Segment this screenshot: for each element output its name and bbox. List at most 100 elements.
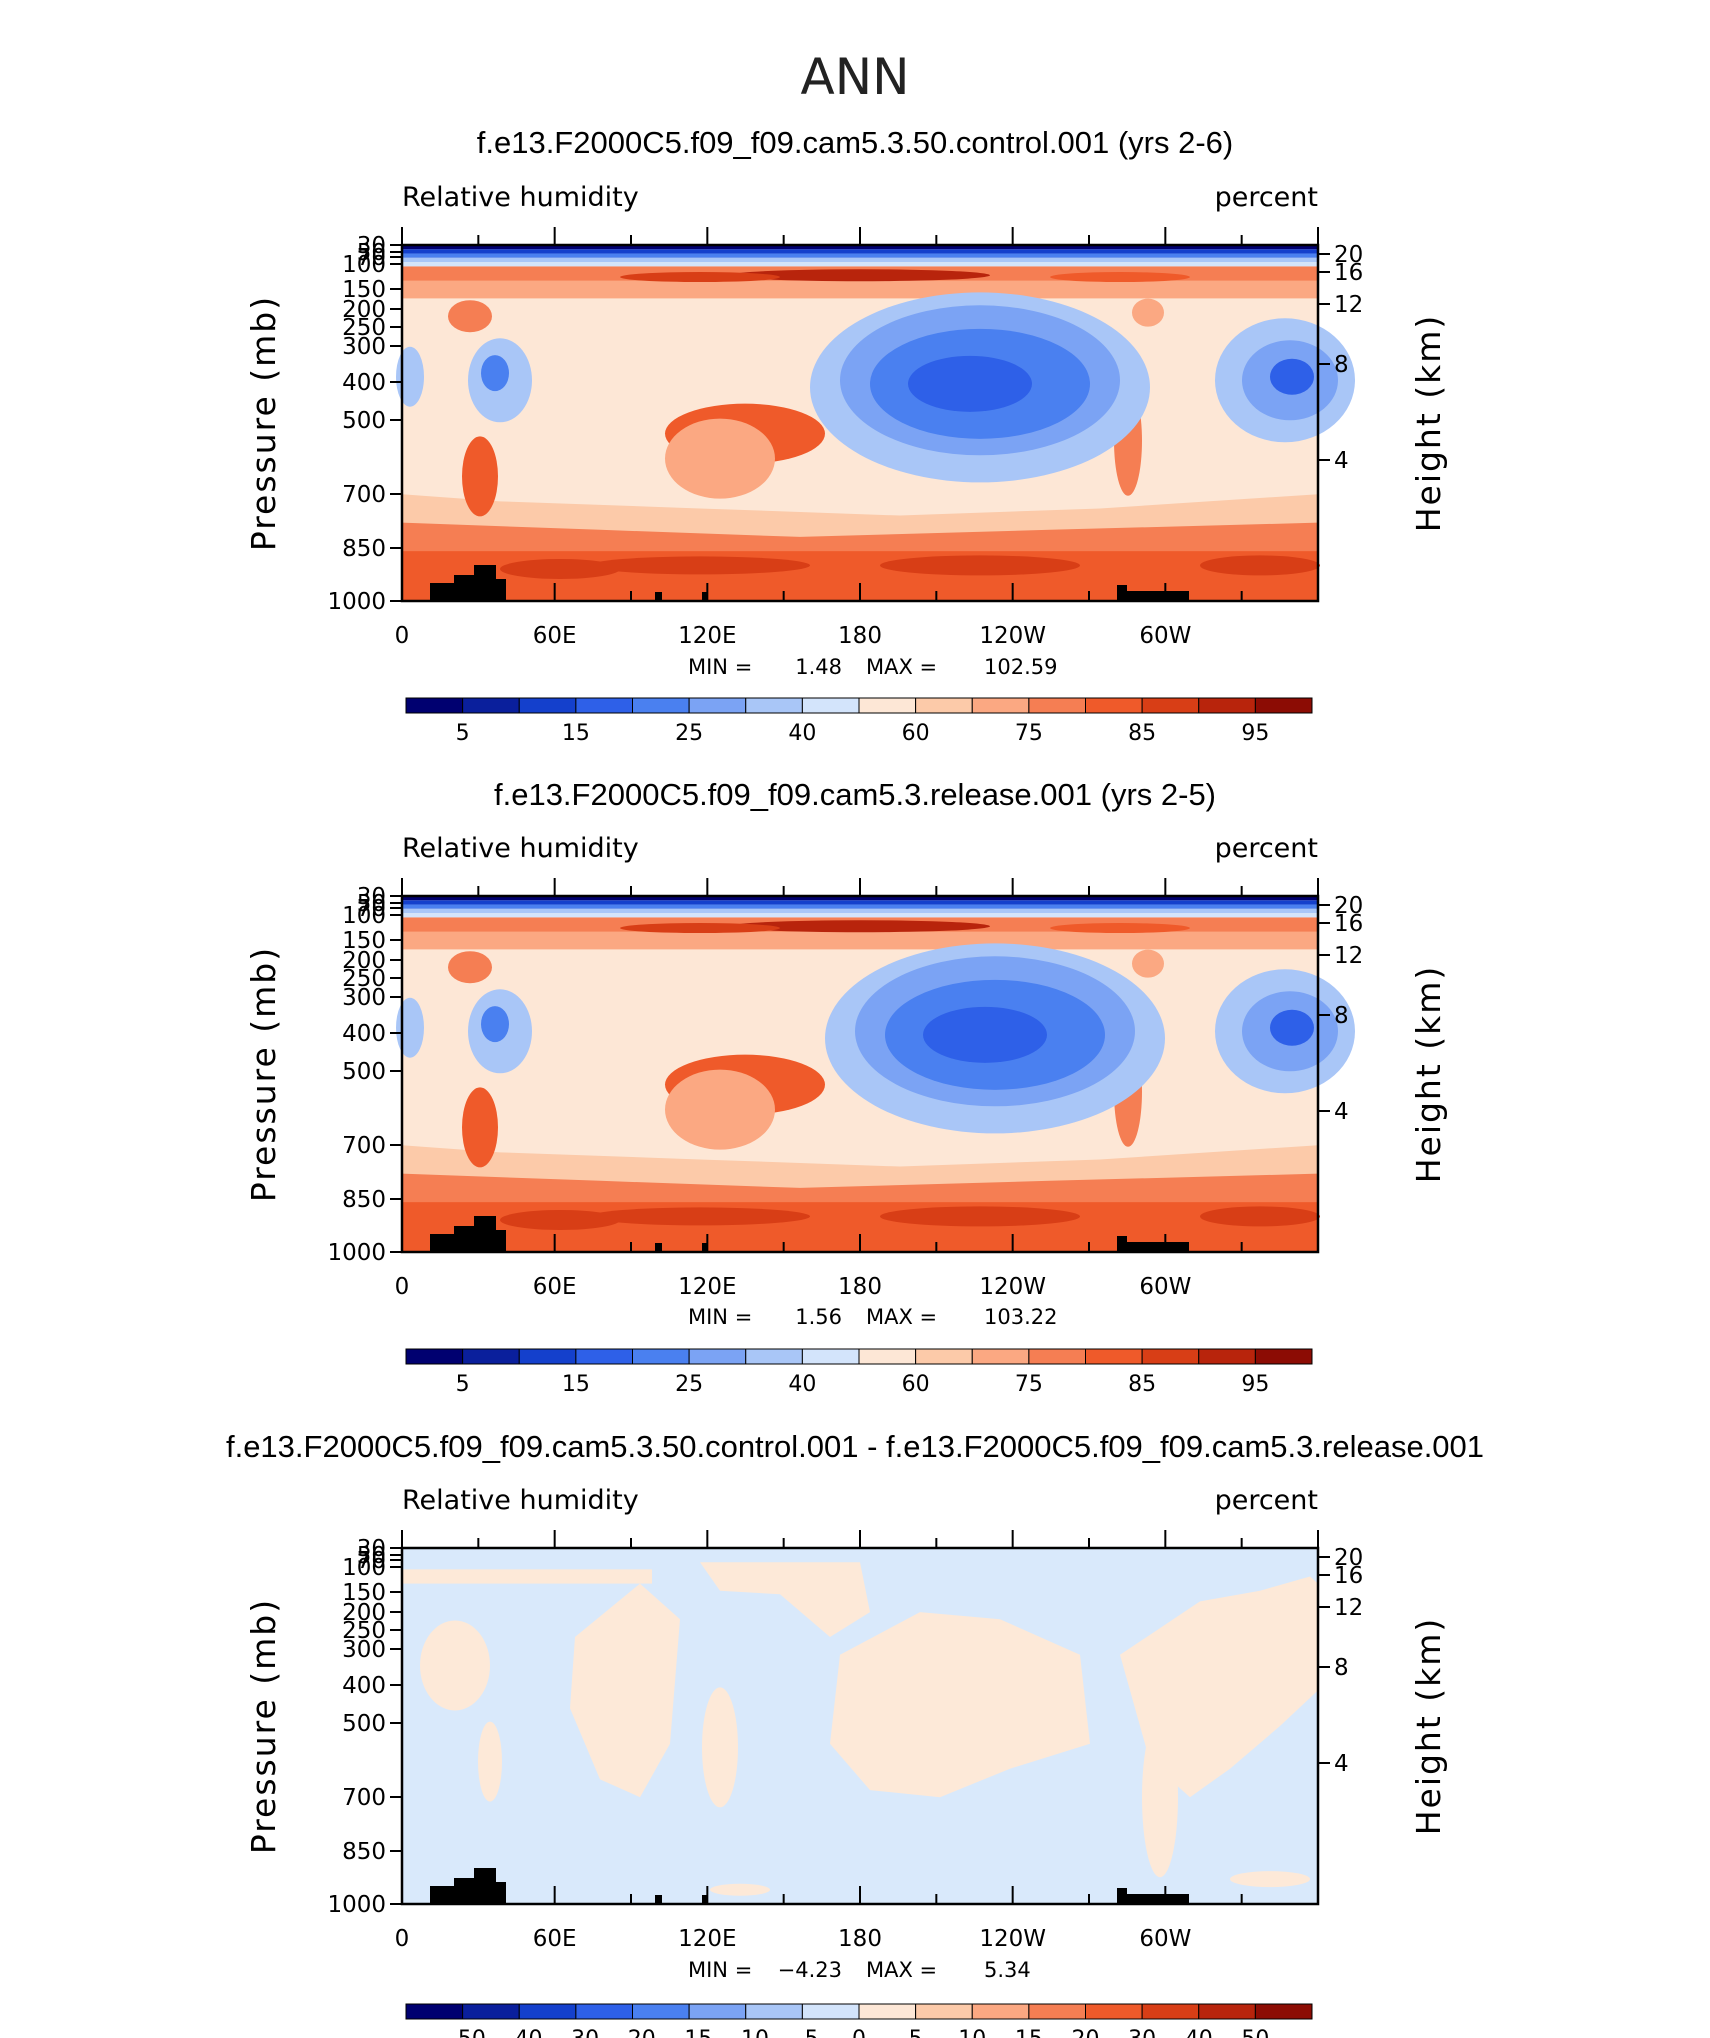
x-tick-label: 180 xyxy=(838,623,882,649)
y-tick-label: 1000 xyxy=(327,1892,386,1918)
y-right-tick-label: 20 xyxy=(1334,1545,1363,1571)
y-tick-label: 700 xyxy=(342,482,386,508)
units-label: percent xyxy=(1215,1485,1318,1516)
contour-region xyxy=(1200,555,1320,576)
chart-panel-2: f.e13.F2000C5.f09_f09.cam5.3.release.001… xyxy=(244,777,1448,1397)
x-tick-label: 60E xyxy=(533,1274,577,1300)
contour-region xyxy=(402,253,1318,258)
terrain xyxy=(430,1886,454,1904)
colorbar-swatch xyxy=(518,2003,577,2020)
contour-field xyxy=(402,1548,1318,1904)
x-tick-label: 0 xyxy=(395,1926,410,1952)
contour-region xyxy=(1230,1871,1310,1888)
min-label: MIN = xyxy=(688,655,752,679)
colorbar-swatch xyxy=(858,1348,917,1365)
contour-field xyxy=(396,245,1355,601)
colorbar-swatch xyxy=(1198,697,1256,714)
x-tick-label: 180 xyxy=(838,1926,882,1952)
terrain xyxy=(1117,585,1127,601)
colorbar-swatch xyxy=(858,2003,917,2020)
colorbar-label: −30 xyxy=(553,2027,599,2038)
contour-region xyxy=(590,1207,810,1226)
contour-region xyxy=(448,300,492,333)
terrain xyxy=(702,592,708,601)
contour-region xyxy=(570,1583,680,1798)
contour-region xyxy=(1200,1206,1320,1227)
colorbar-swatch xyxy=(801,697,860,714)
x-tick-label: 120W xyxy=(979,1274,1046,1300)
contour-region xyxy=(702,1687,738,1808)
colorbar-swatch xyxy=(1085,697,1143,714)
contour-region xyxy=(402,249,1318,254)
contour-region xyxy=(620,272,780,283)
colorbar-swatch xyxy=(801,1348,860,1365)
colorbar-label: 10 xyxy=(958,2027,986,2038)
y-tick-label: 700 xyxy=(342,1785,386,1811)
contour-region xyxy=(481,355,509,392)
terrain xyxy=(430,1234,454,1252)
y-tick-label: 70 xyxy=(357,1548,386,1574)
colorbar-label: 40 xyxy=(788,1372,816,1397)
colorbar-label: 25 xyxy=(675,1372,703,1397)
terrain xyxy=(655,1243,662,1252)
y-tick-label: 300 xyxy=(342,985,386,1011)
colorbar-swatch xyxy=(1141,2003,1200,2020)
colorbar-swatch xyxy=(915,1348,973,1365)
colorbar-swatch xyxy=(1254,1348,1313,1365)
contour-region xyxy=(1050,272,1190,283)
y-right-tick-label: 4 xyxy=(1334,1099,1349,1125)
panel-title: f.e13.F2000C5.f09_f09.cam5.3.50.control.… xyxy=(226,1429,1484,1464)
contour-region xyxy=(500,558,620,579)
contour-region xyxy=(402,280,1318,299)
contour-region xyxy=(402,931,1318,950)
colorbar-swatch xyxy=(575,697,633,714)
terrain xyxy=(430,583,454,601)
y-axis-title: Pressure (mb) xyxy=(244,946,283,1202)
colorbar-swatch xyxy=(1028,2003,1086,2020)
panel-title: f.e13.F2000C5.f09_f09.cam5.3.50.control.… xyxy=(477,125,1234,160)
colorbar-swatch xyxy=(575,1348,633,1365)
y-right-tick-label: 4 xyxy=(1334,1751,1349,1777)
colorbar-swatch xyxy=(801,2003,860,2020)
contour-region xyxy=(880,555,1080,576)
y-tick-label: 100 xyxy=(342,903,386,929)
contour-region xyxy=(730,269,990,282)
y-tick-label: 50 xyxy=(357,1543,386,1569)
max-value: 102.59 xyxy=(984,655,1057,679)
x-tick-label: 60W xyxy=(1139,1274,1191,1300)
colorbar-swatch xyxy=(632,697,690,714)
y-tick-label: 100 xyxy=(342,1555,386,1581)
y-tick-label: 200 xyxy=(342,297,386,323)
min-value: −4.23 xyxy=(778,1958,842,1982)
terrain xyxy=(454,1878,474,1904)
units-label: percent xyxy=(1215,182,1318,213)
contour-region xyxy=(462,1087,498,1168)
max-label: MAX = xyxy=(866,655,937,679)
contour-region xyxy=(402,913,1318,918)
x-tick-label: 120W xyxy=(979,623,1046,649)
colorbar-swatch xyxy=(462,1348,520,1365)
colorbar-label: −20 xyxy=(609,2027,655,2038)
contour-region xyxy=(402,904,1318,909)
colorbar-label: −15 xyxy=(666,2027,712,2038)
colorbar-label: 40 xyxy=(788,721,816,746)
colorbar-label: −40 xyxy=(496,2027,542,2038)
x-tick-label: 120E xyxy=(678,1926,736,1952)
units-label: percent xyxy=(1215,833,1318,864)
colorbar-swatch xyxy=(858,697,917,714)
y-right-tick-label: 16 xyxy=(1334,911,1363,937)
contour-region xyxy=(1120,1576,1318,1798)
x-tick-label: 120E xyxy=(678,1274,736,1300)
colorbar-swatch xyxy=(575,2003,633,2020)
colorbar-label: 5 xyxy=(909,2027,923,2038)
y-tick-label: 150 xyxy=(342,928,386,954)
contour-region xyxy=(1270,358,1314,395)
colorbar-swatch xyxy=(915,697,973,714)
variable-label: Relative humidity xyxy=(402,1485,639,1516)
contour-field xyxy=(396,896,1355,1252)
colorbar-swatch xyxy=(405,697,464,714)
colorbar-swatch xyxy=(1028,1348,1086,1365)
y-right-tick-label: 16 xyxy=(1334,260,1363,286)
contour-region xyxy=(402,900,1318,905)
